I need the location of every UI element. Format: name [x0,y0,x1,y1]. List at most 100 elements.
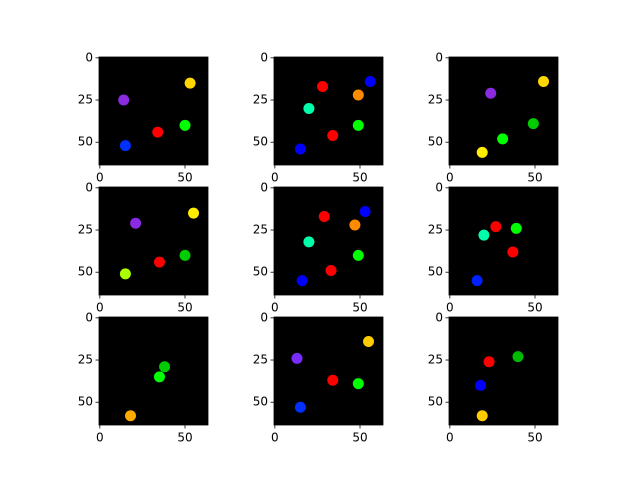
blob [359,205,371,217]
blob [303,236,315,248]
y-tick-label: 25 [253,353,268,367]
x-tick-label: 50 [177,171,192,185]
axes-frame [98,186,209,296]
x-tick-label: 50 [352,431,367,445]
y-tick-label: 50 [78,265,93,279]
blob [317,81,329,93]
image-background [99,317,208,425]
blob [119,140,131,152]
image-background [449,317,558,425]
x-tick-label: 50 [527,431,542,445]
x-tick-label: 50 [177,301,192,315]
y-tick-label: 50 [428,395,443,409]
blob [125,410,137,422]
image-background [449,187,558,295]
image-background [274,317,383,425]
x-tick-label: 0 [446,171,454,185]
image-background [274,187,383,295]
blob [512,351,524,363]
axes-frame [448,316,559,426]
blob [119,268,131,280]
y-tick-label: 50 [253,395,268,409]
y-tick-label: 25 [78,353,93,367]
x-tick-label: 0 [446,431,454,445]
image-background [99,57,208,165]
y-tick-label: 25 [428,93,443,107]
blob [478,229,490,241]
blob [327,129,339,141]
blob [352,89,364,101]
blob [507,246,519,258]
y-tick-label: 0 [85,50,93,64]
axes-frame [448,186,559,296]
y-tick-label: 25 [78,223,93,237]
blob [296,275,308,287]
x-tick-label: 50 [177,431,192,445]
axes-frame [98,56,209,166]
blob [471,275,483,287]
blob [490,221,502,233]
blob [497,133,509,145]
y-tick-label: 50 [428,265,443,279]
axes-frame [448,56,559,166]
blob [294,143,306,155]
y-tick-label: 25 [253,93,268,107]
y-tick-label: 25 [253,223,268,237]
blob [179,249,191,261]
y-tick-label: 25 [428,223,443,237]
blob [527,118,539,130]
y-tick-label: 50 [78,135,93,149]
x-tick-label: 0 [271,301,279,315]
blob [352,249,364,261]
y-tick-label: 50 [253,265,268,279]
blob [179,119,191,131]
y-tick-label: 25 [78,93,93,107]
y-tick-label: 0 [85,180,93,194]
blob [510,222,522,234]
y-tick-label: 0 [435,50,443,64]
x-tick-label: 50 [527,171,542,185]
blob [364,75,376,87]
image-background [99,187,208,295]
blob [327,374,339,386]
blob [294,401,306,413]
axes-frame [273,56,384,166]
y-tick-label: 0 [260,180,268,194]
x-tick-label: 50 [352,301,367,315]
x-tick-label: 0 [271,171,279,185]
image-background [449,57,558,165]
blob [184,77,196,89]
blob [130,217,142,229]
y-tick-label: 0 [85,310,93,324]
x-tick-label: 0 [271,431,279,445]
axes-frame [273,186,384,296]
x-tick-label: 0 [96,171,104,185]
y-tick-label: 0 [435,180,443,194]
y-tick-label: 50 [253,135,268,149]
blob [159,361,171,373]
x-tick-label: 50 [352,171,367,185]
x-tick-label: 50 [527,301,542,315]
y-tick-label: 0 [260,310,268,324]
y-tick-label: 25 [428,353,443,367]
image-background [274,57,383,165]
blob [475,379,487,391]
blob [538,75,550,87]
blob [349,219,361,231]
blob [485,87,497,99]
blob [152,126,164,138]
axes-frame [273,316,384,426]
blob [291,352,303,364]
blob [352,119,364,131]
y-tick-label: 50 [78,395,93,409]
blob [153,371,165,383]
blob [303,102,315,114]
x-tick-label: 0 [96,301,104,315]
y-tick-label: 0 [260,50,268,64]
x-tick-label: 0 [96,431,104,445]
x-tick-label: 0 [446,301,454,315]
blob [483,356,495,368]
axes-frame [98,316,209,426]
blob [352,378,364,390]
